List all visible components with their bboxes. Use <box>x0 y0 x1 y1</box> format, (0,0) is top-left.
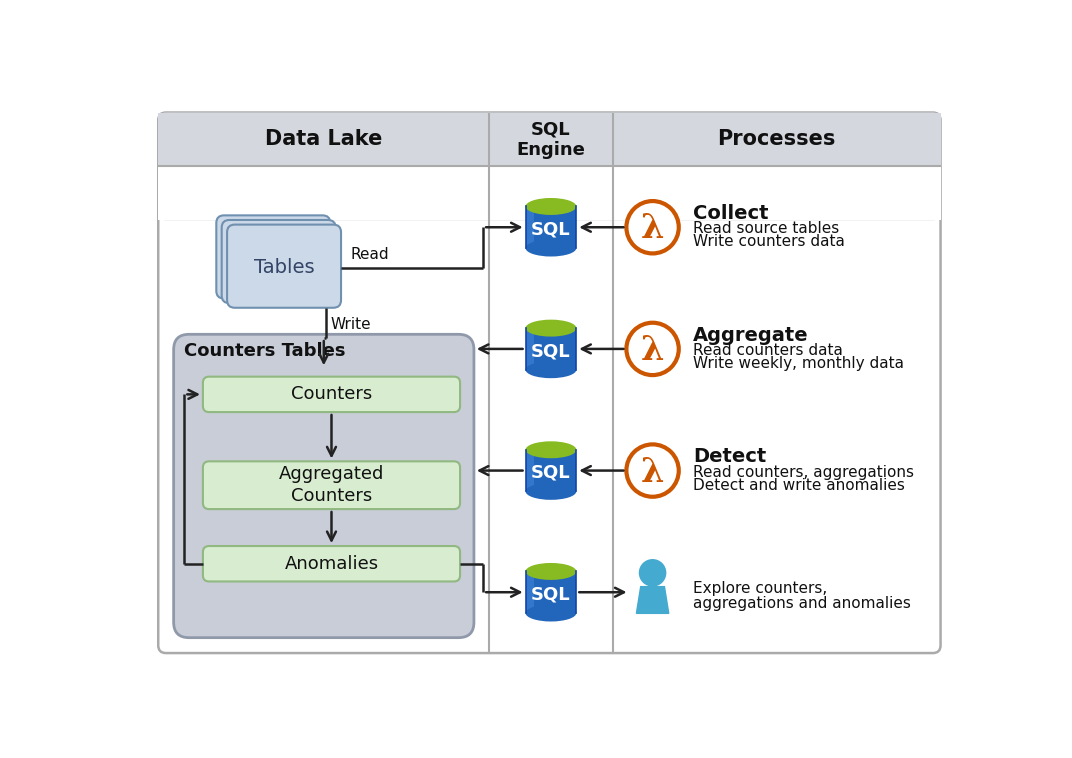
Circle shape <box>626 444 679 496</box>
Text: aggregations and anomalies: aggregations and anomalies <box>694 596 911 610</box>
FancyBboxPatch shape <box>222 220 336 303</box>
Circle shape <box>626 201 679 253</box>
Ellipse shape <box>525 240 577 256</box>
Ellipse shape <box>525 563 577 580</box>
FancyBboxPatch shape <box>227 224 341 308</box>
Text: Aggregate: Aggregate <box>694 325 809 345</box>
Bar <box>525 572 535 613</box>
Text: Anomalies: Anomalies <box>284 555 378 573</box>
FancyBboxPatch shape <box>159 112 940 221</box>
Bar <box>525 206 577 248</box>
Bar <box>525 449 577 491</box>
Ellipse shape <box>525 320 577 337</box>
Text: SQL: SQL <box>531 342 570 360</box>
Bar <box>159 167 940 221</box>
Text: Write counters data: Write counters data <box>694 234 845 249</box>
Text: Aggregated
Counters: Aggregated Counters <box>279 465 384 506</box>
Text: Collect: Collect <box>694 204 769 223</box>
Bar <box>525 572 577 613</box>
Circle shape <box>639 559 667 587</box>
Polygon shape <box>647 587 657 592</box>
Text: Detect and write anomalies: Detect and write anomalies <box>694 478 905 493</box>
Text: Data Lake: Data Lake <box>265 130 383 149</box>
Text: Processes: Processes <box>717 130 836 149</box>
Text: Write weekly, monthly data: Write weekly, monthly data <box>694 356 905 371</box>
Text: SQL: SQL <box>531 585 570 603</box>
Ellipse shape <box>525 605 577 622</box>
Polygon shape <box>637 587 669 613</box>
Circle shape <box>626 323 679 375</box>
FancyBboxPatch shape <box>203 462 460 509</box>
Text: Tables: Tables <box>254 258 314 277</box>
Text: SQL: SQL <box>531 221 570 239</box>
Text: Counters: Counters <box>291 385 372 403</box>
Ellipse shape <box>525 362 577 378</box>
Ellipse shape <box>525 483 577 500</box>
Text: Explore counters,: Explore counters, <box>694 581 828 596</box>
Text: Detect: Detect <box>694 447 766 466</box>
Bar <box>525 328 535 370</box>
FancyBboxPatch shape <box>203 546 460 581</box>
Text: Write: Write <box>330 317 371 332</box>
Ellipse shape <box>525 441 577 459</box>
Text: Read counters, aggregations: Read counters, aggregations <box>694 465 914 480</box>
Text: SQL
Engine: SQL Engine <box>517 120 585 159</box>
Text: SQL: SQL <box>531 464 570 482</box>
Text: Read source tables: Read source tables <box>694 221 839 236</box>
FancyBboxPatch shape <box>174 334 474 637</box>
Bar <box>159 112 940 167</box>
Bar <box>525 449 535 491</box>
FancyBboxPatch shape <box>217 215 330 299</box>
Text: Read counters data: Read counters data <box>694 343 844 358</box>
Text: Read: Read <box>351 246 389 262</box>
FancyBboxPatch shape <box>203 377 460 412</box>
Text: Counters Tables: Counters Tables <box>184 343 346 360</box>
Text: λ: λ <box>641 212 665 246</box>
Text: λ: λ <box>641 456 665 489</box>
Text: λ: λ <box>641 334 665 367</box>
Ellipse shape <box>525 198 577 215</box>
Bar <box>525 206 535 248</box>
Bar <box>525 328 577 370</box>
FancyBboxPatch shape <box>159 112 940 653</box>
